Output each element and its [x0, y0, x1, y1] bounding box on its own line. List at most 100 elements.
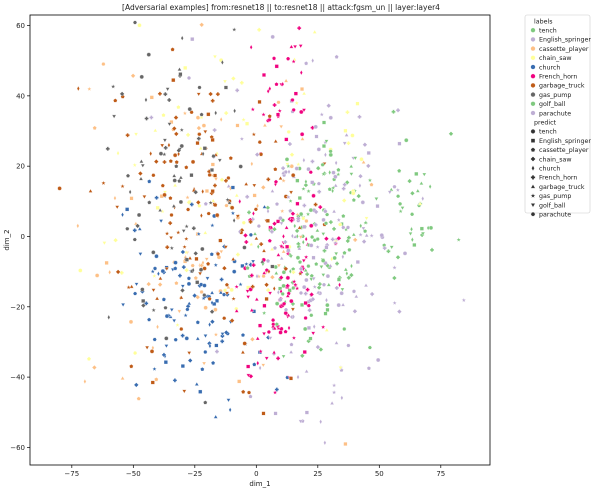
data-point-tench	[317, 281, 322, 287]
data-point-garbage_truck	[289, 376, 293, 381]
legend-marker-cassette_player	[530, 147, 536, 152]
data-point-garbage_truck	[194, 256, 199, 261]
data-point-garbage_truck	[251, 131, 257, 137]
data-point-English_springer	[317, 189, 322, 194]
data-point-French_horn	[301, 108, 307, 113]
data-point-chain_saw	[245, 121, 250, 126]
data-point-chain_saw	[133, 132, 139, 137]
data-point-cassette_player	[213, 331, 219, 337]
data-point-French_horn	[291, 335, 297, 341]
data-point-tench	[281, 270, 287, 275]
data-point-parachute	[273, 411, 278, 416]
data-point-gas_pump	[163, 92, 168, 97]
data-point-tench	[305, 211, 311, 217]
data-point-chain_saw	[346, 141, 351, 146]
y-tick-label: −40	[10, 374, 25, 382]
data-point-garbage_truck	[160, 183, 165, 188]
data-point-parachute	[396, 309, 402, 315]
data-point-tench	[335, 171, 342, 177]
data-point-gas_pump	[232, 217, 236, 224]
data-point-French_horn	[276, 112, 280, 117]
data-point-garbage_truck	[173, 115, 179, 121]
data-point-garbage_truck	[142, 195, 147, 199]
legend-label-chain_saw: chain_saw	[539, 55, 572, 62]
data-point-French_horn	[285, 250, 291, 256]
data-point-French_horn	[299, 109, 304, 115]
data-point-French_horn	[268, 85, 272, 92]
data-point-cassette_player	[256, 203, 260, 209]
data-point-garbage_truck	[165, 245, 170, 250]
data-point-tench	[428, 183, 432, 190]
data-point-gas_pump	[183, 223, 190, 229]
data-point-cassette_player	[149, 95, 154, 100]
data-point-French_horn	[303, 254, 309, 260]
data-point-cassette_player	[193, 275, 198, 280]
data-point-cassette_player	[353, 237, 358, 242]
data-point-English_springer	[331, 209, 337, 214]
data-point-chain_saw	[364, 216, 369, 221]
data-point-garbage_truck	[206, 211, 211, 216]
data-point-English_springer	[186, 76, 192, 80]
data-point-cassette_player	[283, 78, 289, 83]
data-point-English_springer	[287, 141, 293, 147]
data-point-church	[125, 207, 130, 212]
data-point-cassette_player	[201, 361, 207, 366]
legend-label-French_horn: French_horn	[539, 74, 577, 81]
data-point-cassette_player	[156, 324, 160, 330]
data-point-gas_pump	[187, 107, 192, 112]
data-point-golf_ball	[348, 164, 354, 168]
data-point-garbage_truck	[151, 288, 156, 293]
data-point-gas_pump	[167, 122, 172, 127]
data-point-cassette_player	[104, 260, 109, 265]
data-point-English_springer	[294, 166, 299, 171]
data-point-parachute	[344, 132, 349, 137]
data-point-chain_saw	[241, 220, 246, 225]
data-point-English_springer	[212, 127, 217, 133]
data-point-golf_ball	[367, 177, 373, 183]
data-point-garbage_truck	[224, 291, 230, 296]
data-point-French_horn	[303, 301, 308, 306]
data-point-tench	[410, 236, 414, 243]
data-point-parachute	[286, 248, 291, 253]
data-point-golf_ball	[245, 265, 250, 270]
data-point-French_horn	[244, 239, 249, 245]
data-point-chain_saw	[345, 110, 350, 115]
data-point-parachute	[298, 419, 303, 424]
data-point-golf_ball	[336, 167, 341, 172]
data-point-chain_saw	[341, 197, 347, 204]
data-point-golf_ball	[281, 283, 286, 289]
data-point-golf_ball	[362, 219, 369, 226]
data-point-chain_saw	[234, 193, 240, 198]
y-tick-label: 60	[16, 22, 25, 30]
data-point-parachute	[395, 187, 401, 193]
data-point-cassette_player	[216, 255, 222, 260]
data-point-cassette_player	[210, 162, 215, 167]
data-point-tench	[315, 237, 320, 241]
data-point-tench	[420, 231, 426, 236]
data-point-chain_saw	[224, 110, 229, 116]
data-point-English_springer	[341, 186, 346, 191]
data-point-church	[186, 281, 192, 287]
data-point-tench	[345, 270, 349, 277]
data-point-garbage_truck	[215, 251, 221, 256]
data-point-gas_pump	[125, 226, 130, 231]
data-point-golf_ball	[346, 235, 352, 240]
data-point-chain_saw	[248, 241, 255, 247]
data-point-golf_ball	[304, 178, 308, 185]
data-point-tench	[400, 206, 405, 211]
data-point-golf_ball	[325, 307, 330, 312]
legend-swatch-English_springer	[530, 36, 536, 42]
data-point-church	[171, 319, 177, 324]
data-point-parachute	[332, 240, 339, 246]
data-point-cassette_player	[224, 203, 229, 208]
data-point-cassette_player	[343, 442, 348, 446]
data-point-English_springer	[336, 217, 342, 223]
data-point-cassette_player	[113, 195, 117, 201]
data-point-parachute	[395, 108, 401, 113]
data-point-English_springer	[313, 222, 318, 227]
data-point-gas_pump	[164, 336, 169, 341]
data-point-gas_pump	[125, 173, 131, 178]
data-point-garbage_truck	[265, 218, 270, 223]
data-point-parachute	[288, 208, 293, 213]
data-point-French_horn	[295, 201, 300, 206]
